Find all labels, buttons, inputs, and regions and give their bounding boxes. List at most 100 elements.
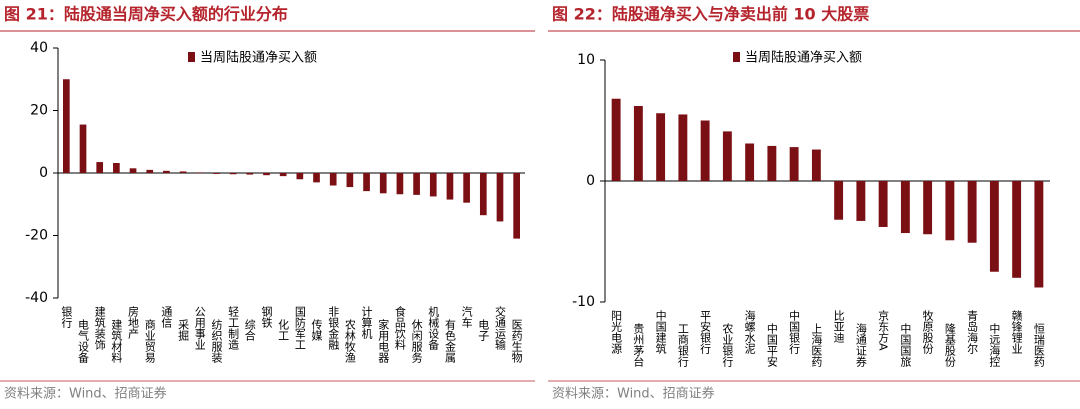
bar: [678, 114, 688, 181]
x-tick-label: 传媒: [310, 319, 323, 342]
bar: [923, 181, 933, 235]
source: 资料来源：Wind、招商证券: [4, 386, 167, 402]
bar: [945, 181, 955, 241]
x-tick-label: 纺织服装: [210, 318, 223, 364]
x-tick-label: 公用事业: [193, 306, 206, 350]
x-tick-label: 牧原股份: [921, 309, 934, 355]
x-tick-label: 青岛海尔: [966, 310, 979, 354]
x-tick-label: 中国建筑: [654, 310, 667, 354]
x-tick-label: 电子: [477, 319, 490, 341]
legend-label: 当周陆股通净买入额: [200, 50, 317, 66]
x-tick-label: 阳光电源: [610, 310, 623, 355]
bar: [1034, 181, 1044, 288]
bar: [429, 173, 437, 197]
x-tick-label: 银行: [60, 305, 73, 329]
bar: [296, 173, 304, 180]
x-tick-label: 隆基股份: [943, 322, 956, 368]
bar: [213, 173, 220, 174]
y-tick-label: 0: [586, 173, 595, 189]
bar: [479, 173, 487, 216]
bar: [878, 181, 888, 227]
x-tick-label: 海螺水泥: [743, 309, 756, 355]
x-tick-label: 计算机: [360, 306, 373, 339]
bar: [967, 181, 977, 243]
bar: [463, 173, 470, 203]
bar: [96, 162, 104, 173]
legend-swatch: [733, 52, 740, 62]
legend-label: 当周陆股通净买入额: [745, 50, 862, 66]
x-tick-label: 国防军工: [293, 306, 306, 350]
x-tick-label: 中国国旅: [899, 323, 912, 367]
bar: [246, 173, 254, 175]
bar: [446, 173, 454, 200]
x-tick-label: 上海医药: [810, 323, 823, 368]
bar: [789, 147, 799, 181]
x-tick-label: 中国银行: [788, 310, 801, 355]
bar: [279, 173, 287, 177]
y-tick-label: -10: [572, 294, 595, 310]
chart-title: 图 21：陆股通当周净买入额的行业分布: [4, 5, 288, 24]
bar: [79, 124, 87, 173]
legend-swatch: [188, 52, 195, 62]
x-tick-label: 农林牧渔: [343, 318, 356, 364]
x-tick-label: 工商银行: [676, 323, 689, 368]
x-tick-label: 中远海控: [988, 323, 1001, 367]
x-tick-label: 海通证券: [854, 322, 867, 367]
x-tick-label: 有色金属: [443, 318, 456, 364]
bar: [346, 173, 354, 188]
x-tick-label: 休闲服务: [410, 319, 423, 363]
bar: [113, 163, 120, 173]
x-tick-label: 通信: [160, 306, 173, 329]
y-tick-label: 10: [577, 52, 595, 68]
x-tick-label: 综合: [243, 318, 256, 341]
x-tick-label: 化工: [277, 318, 290, 341]
bar: [179, 171, 187, 173]
x-tick-label: 赣锋锂业: [1010, 309, 1023, 354]
x-tick-label: 恒瑞医药: [1032, 323, 1045, 368]
bar: [856, 181, 866, 221]
bar: [834, 181, 844, 220]
bar: [313, 173, 320, 183]
bar: [129, 168, 137, 173]
bar: [700, 120, 710, 181]
bar: [146, 169, 154, 173]
x-tick-label: 房地产: [127, 306, 140, 340]
x-tick-label: 比亚迪: [832, 310, 845, 343]
y-tick-label: -40: [25, 290, 48, 306]
bar: [745, 143, 755, 181]
bar: [513, 173, 520, 239]
y-tick-label: 20: [30, 103, 48, 119]
x-tick-label: 农业银行: [721, 322, 734, 368]
x-tick-label: 轻工制造: [227, 305, 240, 350]
y-tick-label: 40: [30, 40, 48, 56]
bar: [379, 173, 387, 194]
x-tick-label: 贵州茅台: [632, 323, 645, 367]
x-tick-label: 建筑材料: [110, 318, 123, 364]
bar: [329, 173, 337, 186]
source: 资料来源：Wind、招商证券: [552, 386, 715, 402]
bar: [413, 173, 420, 195]
bar: [363, 173, 370, 192]
x-tick-label: 钢铁: [260, 306, 273, 328]
x-tick-label: 家用电器: [377, 318, 390, 364]
x-tick-label: 机械设备: [427, 305, 440, 351]
bar: [811, 149, 821, 181]
bar: [496, 173, 504, 222]
x-tick-label: 交通运输: [493, 305, 506, 351]
bar: [900, 181, 910, 234]
y-tick-label: 0: [39, 165, 48, 181]
bar: [767, 145, 777, 181]
x-tick-label: 电气设备: [77, 319, 90, 364]
bar: [656, 113, 666, 181]
bar: [263, 173, 270, 176]
x-tick-label: 商业贸易: [143, 318, 156, 364]
bar: [722, 131, 732, 181]
x-tick-label: 中国平安: [765, 323, 778, 368]
y-tick-label: -20: [25, 228, 48, 244]
bar: [63, 79, 70, 173]
x-tick-label: 平安银行: [699, 310, 712, 355]
bar: [229, 173, 237, 175]
x-tick-label: 医药生物: [510, 319, 523, 363]
bar: [163, 170, 170, 173]
bar: [611, 98, 621, 181]
